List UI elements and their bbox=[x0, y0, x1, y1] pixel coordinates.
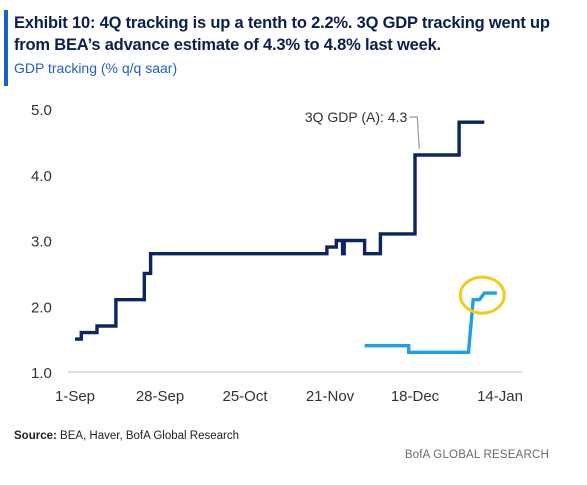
chart-title: Exhibit 10: 4Q tracking is up a tenth to… bbox=[14, 14, 550, 54]
annotations: 3Q GDP (A): 4.3 bbox=[305, 109, 506, 315]
chart-subtitle: GDP tracking (% q/q saar) bbox=[14, 60, 178, 76]
x-tick-label: 21-Nov bbox=[306, 388, 355, 405]
y-axis-labels: 1.0 2.0 3.0 4.0 5.0 bbox=[31, 102, 52, 382]
annotation-leader-line bbox=[409, 116, 420, 150]
source-text: BEA, Haver, BofA Global Research bbox=[60, 430, 240, 442]
source-label: Source: bbox=[14, 430, 57, 442]
source-note: Source: BEA, Haver, BofA Global Research bbox=[14, 430, 239, 442]
y-tick-label: 2.0 bbox=[31, 299, 52, 316]
y-tick-label: 4.0 bbox=[31, 168, 52, 185]
title-accent-bar bbox=[4, 10, 8, 86]
y-tick-label: 5.0 bbox=[31, 102, 52, 119]
series-lines bbox=[75, 120, 497, 354]
brand-label: BofA GLOBAL RESEARCH bbox=[404, 449, 549, 461]
y-tick-label: 1.0 bbox=[31, 365, 52, 382]
x-tick-label: 1-Sep bbox=[55, 388, 95, 405]
x-axis-labels: 1-Sep 28-Sep 25-Oct 21-Nov 18-Dec 14-Jan bbox=[55, 388, 523, 405]
annotation-3q-gdp-label: 3Q GDP (A): 4.3 bbox=[305, 109, 408, 125]
series-3q-gdp-line bbox=[75, 120, 485, 341]
highlight-circle bbox=[458, 275, 506, 315]
y-tick-label: 3.0 bbox=[31, 234, 52, 251]
x-tick-label: 25-Oct bbox=[222, 388, 268, 405]
x-tick-label: 14-Jan bbox=[477, 388, 523, 405]
x-tick-label: 28-Sep bbox=[136, 388, 184, 405]
x-tick-label: 18-Dec bbox=[391, 388, 440, 405]
series-4q-gdp-line bbox=[364, 291, 497, 354]
